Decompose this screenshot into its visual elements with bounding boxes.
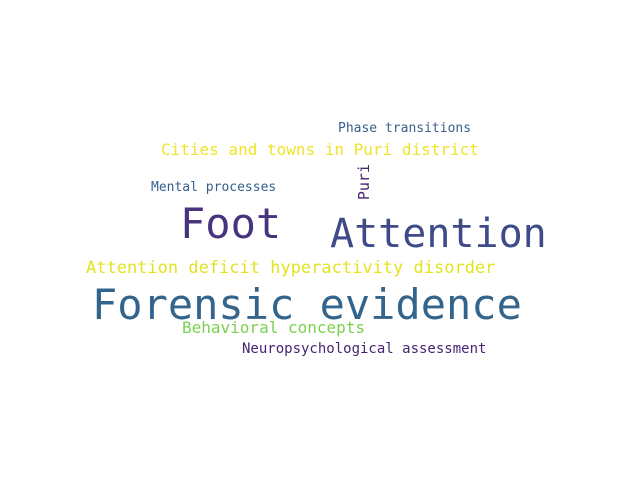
word-neuropsychological-assessment: Neuropsychological assessment bbox=[242, 341, 487, 357]
word-forensic-evidence: Forensic evidence bbox=[92, 280, 522, 329]
word-foot: Foot bbox=[180, 199, 282, 248]
word-puri: Puri bbox=[355, 164, 373, 201]
word-cities-and-towns-in-puri-district: Cities and towns in Puri district bbox=[161, 140, 479, 159]
word-attention: Attention bbox=[330, 211, 547, 257]
word-mental-processes: Mental processes bbox=[151, 180, 277, 195]
word-behavioral-concepts: Behavioral concepts bbox=[182, 318, 366, 337]
word-phase-transitions: Phase transitions bbox=[338, 121, 472, 136]
word-attention-deficit-hyperactivity-disorder: Attention deficit hyperactivity disorder bbox=[86, 258, 496, 278]
